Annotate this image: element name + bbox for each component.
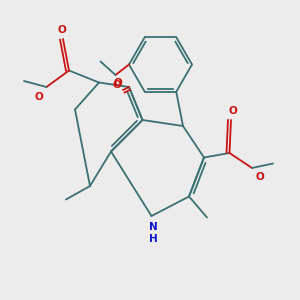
Text: H: H — [148, 234, 158, 244]
Text: N: N — [148, 222, 158, 232]
Text: O: O — [113, 78, 122, 88]
Text: O: O — [57, 26, 66, 35]
Text: O: O — [34, 92, 43, 101]
Text: O: O — [112, 80, 122, 90]
Text: O: O — [255, 172, 264, 182]
Text: O: O — [228, 106, 237, 116]
